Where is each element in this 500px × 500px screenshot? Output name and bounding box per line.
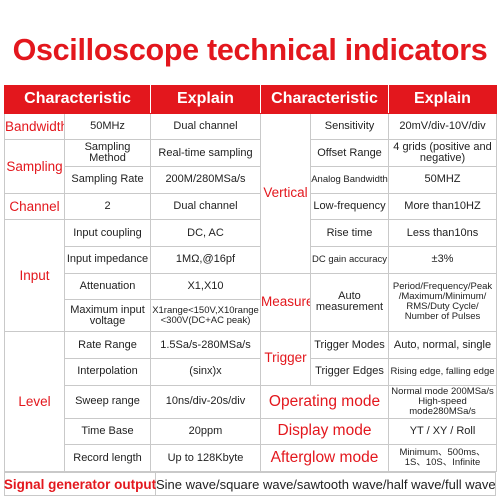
value-trigger-edges: Rising edge, falling edge [388,357,497,386]
value-input-coupling: DC, AC [150,219,261,247]
value-sensitivity: 20mV/div-10V/div [388,112,497,141]
value-channel: Dual channel [150,192,261,221]
param-analog-bandwidth: Analog Bandwidth [310,166,389,194]
param-input-coupling: Input coupling [64,219,151,247]
category-display-mode: Display mode [260,417,389,446]
category-input: Input [4,219,65,333]
value-display-mode: YT / XY / Roll [388,417,497,446]
value-afterglow-mode: Minimum、500ms、 1S、10S、Infinite [388,444,497,472]
param-input-impedance: Input impedance [64,246,151,274]
header-characteristic-right: Characteristic [260,85,389,114]
value-trigger-modes: Auto, normal, single [388,331,497,359]
value-bandwidth: Dual channel [150,112,261,141]
value-sampling-method: Real-time sampling [150,139,261,168]
param-interpolation: Interpolation [64,357,151,386]
category-bandwidth: Bandwidth [4,112,65,141]
param-rate-range: Rate Range [64,331,151,359]
page-title: Oscilloscope technical indicators [12,33,488,67]
value-max-input-voltage: X1range<150V,X10range <300V(DC+AC peak) [150,299,261,333]
category-measure: Measure [260,272,311,333]
value-time-base: 20ppm [150,417,261,446]
category-sampling: Sampling [4,139,65,194]
param-trigger-modes: Trigger Modes [310,331,389,359]
category-channel: Channel [4,192,65,221]
param-channel: 2 [64,192,151,221]
param-offset-range: Offset Range [310,139,389,168]
param-record-length: Record length [64,444,151,472]
value-input-impedance: 1MΩ,@16pf [150,246,261,274]
category-level: Level [4,331,65,472]
param-sampling-rate: Sampling Rate [64,166,151,194]
value-dc-gain-accuracy: ±3% [388,246,497,274]
param-dc-gain-accuracy: DC gain accuracy [310,246,389,274]
value-attenuation: X1,X10 [150,272,261,301]
param-time-base: Time Base [64,417,151,446]
param-sweep-range: Sweep range [64,384,151,419]
param-low-frequency: Low-frequency [310,192,389,221]
param-sensitivity: Sensitivity [310,112,389,141]
param-bandwidth: 50MHz [64,112,151,141]
value-operating-mode: Normal mode 200MSa/s High-speed mode280M… [388,384,497,419]
param-attenuation: Attenuation [64,272,151,301]
signal-generator-row: Signal generator output Sine wave/square… [4,472,496,496]
signal-generator-value: Sine wave/square wave/sawtooth wave/half… [156,476,496,492]
value-auto-measurement: Period/Frequency/Peak /Maximum/Minimum/ … [388,272,497,333]
header-explain-right: Explain [388,85,497,114]
header-characteristic-left: Characteristic [4,85,151,114]
value-sampling-rate: 200M/280MSa/s [150,166,261,194]
value-rate-range: 1.5Sa/s-280MSa/s [150,331,261,359]
param-auto-measurement: Auto measurement [310,272,389,333]
value-rise-time: Less than10ns [388,219,497,247]
header-explain-left: Explain [150,85,261,114]
value-sweep-range: 10ns/div-20s/div [150,384,261,419]
category-afterglow-mode: Afterglow mode [260,444,389,472]
param-rise-time: Rise time [310,219,389,247]
value-analog-bandwidth: 50MHZ [388,166,497,194]
param-max-input-voltage: Maximum input voltage [64,299,151,333]
signal-generator-label: Signal generator output [4,473,156,495]
param-sampling-method: Sampling Method [64,139,151,168]
value-interpolation: (sinx)x [150,357,261,386]
category-vertical: Vertical [260,112,311,274]
category-operating-mode: Operating mode [260,384,389,419]
param-trigger-edges: Trigger Edges [310,357,389,386]
value-record-length: Up to 128Kbyte [150,444,261,472]
value-low-frequency: More than10HZ [388,192,497,221]
value-offset-range: 4 grids (positive and negative) [388,139,497,168]
category-trigger: Trigger [260,331,311,386]
spec-table: Characteristic Explain Characteristic Ex… [4,85,497,472]
